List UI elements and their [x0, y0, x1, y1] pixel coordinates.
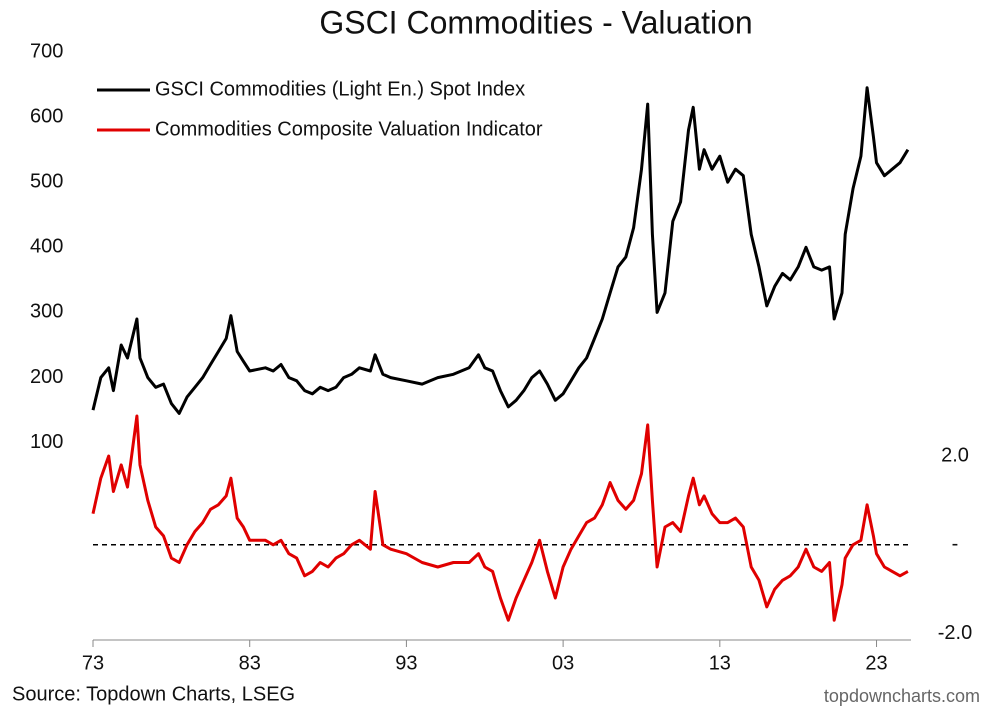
source-note: Source: Topdown Charts, LSEG [12, 683, 295, 705]
x-tick-label: 83 [239, 652, 261, 674]
y-tick-label: 600 [30, 105, 63, 127]
x-tick-label: 13 [709, 652, 731, 674]
chart-title: GSCI Commodities - Valuation [319, 4, 752, 40]
y-tick-label: 700 [30, 40, 63, 62]
x-tick-label: 93 [395, 652, 417, 674]
y-tick-label: 500 [30, 171, 63, 193]
x-tick-label: 23 [865, 652, 887, 674]
y-tick-label: 100 [30, 431, 63, 453]
x-tick-label: 73 [82, 652, 104, 674]
y-tick-label: 200 [30, 366, 63, 388]
watermark: topdowncharts.com [824, 686, 980, 706]
y-tick-label: 400 [30, 236, 63, 258]
y2-tick-label: - [952, 533, 959, 555]
x-tick-label: 03 [552, 652, 574, 674]
legend-label: GSCI Commodities (Light En.) Spot Index [155, 78, 525, 100]
y-tick-label: 300 [30, 301, 63, 323]
y2-tick-label: 2.0 [941, 444, 969, 466]
y2-tick-label: -2.0 [938, 622, 972, 644]
series-line [91, 86, 910, 415]
legend-label: Commodities Composite Valuation Indicato… [155, 118, 543, 140]
series-line [91, 414, 909, 622]
